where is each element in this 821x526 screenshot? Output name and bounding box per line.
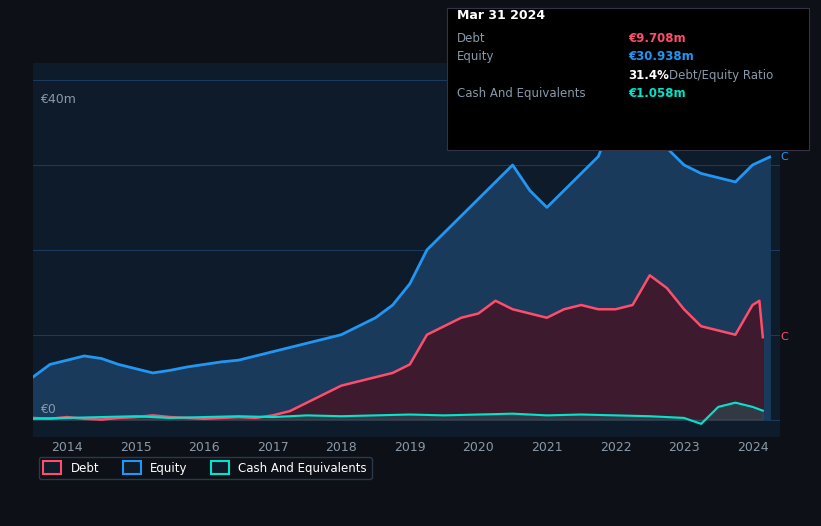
Text: €30.938m: €30.938m (628, 50, 694, 64)
Text: Cash And Equivalents: Cash And Equivalents (457, 87, 586, 100)
Text: €1.058m: €1.058m (628, 87, 686, 100)
Text: C: C (781, 332, 788, 342)
Text: Equity: Equity (457, 50, 495, 64)
Text: Mar 31 2024: Mar 31 2024 (457, 9, 545, 23)
Text: €40m: €40m (40, 93, 76, 106)
Text: €9.708m: €9.708m (628, 32, 686, 45)
Text: €0: €0 (40, 403, 56, 416)
Text: 31.4%: 31.4% (628, 69, 669, 82)
Text: Debt: Debt (457, 32, 486, 45)
Text: C: C (781, 152, 788, 162)
Text: Debt/Equity Ratio: Debt/Equity Ratio (669, 69, 773, 82)
Legend: Debt, Equity, Cash And Equivalents: Debt, Equity, Cash And Equivalents (39, 457, 372, 479)
